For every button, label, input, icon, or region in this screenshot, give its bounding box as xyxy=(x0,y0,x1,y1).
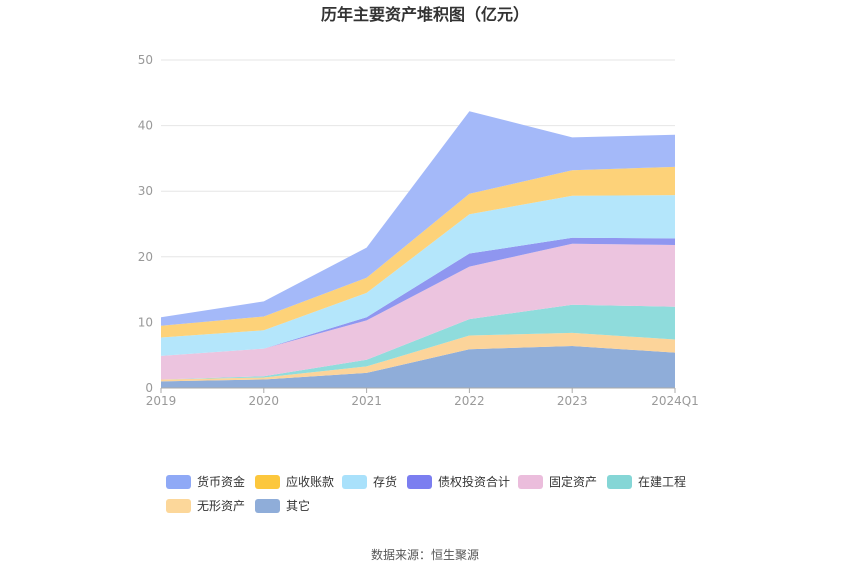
x-tick-label: 2023 xyxy=(557,394,588,408)
legend-swatch xyxy=(166,499,191,513)
chart-title: 历年主要资产堆积图（亿元） xyxy=(321,5,529,24)
y-tick-label: 30 xyxy=(138,184,153,198)
area-series-path xyxy=(161,195,675,356)
x-tick-label: 2019 xyxy=(146,394,177,408)
area-series-path xyxy=(161,243,675,380)
y-axis-ticks: 0 10 20 30 40 50 xyxy=(138,53,153,395)
x-tick-label: 2021 xyxy=(351,394,382,408)
area-series-path xyxy=(161,111,675,326)
legend-label: 存货 xyxy=(373,474,397,489)
data-source-note: 数据来源：恒生聚源 xyxy=(371,547,479,562)
x-axis xyxy=(160,387,676,393)
x-tick-label: 2024Q1 xyxy=(651,394,699,408)
legend-label: 在建工程 xyxy=(638,474,686,489)
y-tick-label: 20 xyxy=(138,250,153,264)
legend-swatch xyxy=(255,499,280,513)
area-series-path xyxy=(161,346,675,388)
legend-swatch xyxy=(255,475,280,489)
legend-label: 其它 xyxy=(286,498,310,513)
y-tick-label: 50 xyxy=(138,53,153,67)
legend-label: 无形资产 xyxy=(197,499,245,513)
legend-swatch xyxy=(166,475,191,489)
x-axis-ticks: 2019 2020 2021 2022 2023 2024Q1 xyxy=(146,394,699,408)
y-tick-label: 40 xyxy=(138,119,153,133)
area-series xyxy=(161,111,675,388)
legend-swatch xyxy=(518,475,543,489)
legend-label: 货币资金 xyxy=(197,474,245,489)
legend-label: 应收账款 xyxy=(286,474,334,489)
y-tick-label: 10 xyxy=(138,315,153,329)
legend-swatch xyxy=(607,475,632,489)
legend-label: 固定资产 xyxy=(549,474,597,489)
area-series-path xyxy=(161,332,675,382)
area-series-path xyxy=(161,304,675,380)
area-series-path xyxy=(161,166,675,338)
legend-swatch xyxy=(407,475,432,489)
x-tick-label: 2020 xyxy=(249,394,280,408)
legend-swatch xyxy=(342,475,367,489)
y-tick-label: 0 xyxy=(145,381,153,395)
legend-label: 债权投资合计 xyxy=(438,474,510,489)
x-tick-label: 2022 xyxy=(454,394,485,408)
